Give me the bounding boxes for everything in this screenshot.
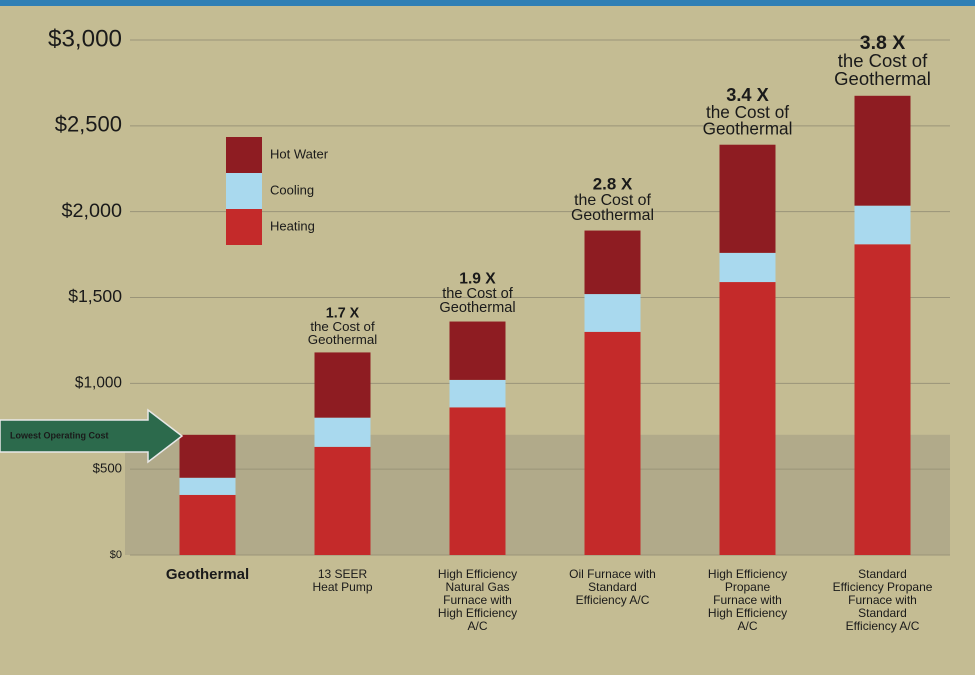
y-tick-label: $500 [93,461,122,476]
bar-segment [315,352,371,417]
y-tick-label: $2,500 [55,112,122,137]
bar-segment [315,418,371,447]
legend-swatch [226,173,262,209]
annotation-multiplier: 2.8 X [593,175,633,194]
bar-segment [855,206,911,245]
y-tick-label: $3,000 [48,25,122,52]
bar-segment [450,322,506,380]
legend-label: Cooling [270,182,314,197]
bar-segment [585,332,641,555]
bar-segment [450,407,506,555]
bar-segment [585,294,641,332]
legend-swatch [226,209,262,245]
bar-segment [720,145,776,253]
y-tick-label: $1,000 [75,374,122,391]
bar-segment [720,253,776,282]
bar-segment [180,435,236,478]
bar-segment [450,380,506,407]
y-tick-label: $0 [110,549,122,561]
bar-segment [315,447,371,555]
x-tick-label: Geothermal [166,566,249,583]
lowest-cost-band [125,435,950,555]
bar-segment [180,495,236,555]
chart: $0 $500 $1,000 $1,500 $2,000 $2,500 $3,000 Geot… [0,0,975,675]
arrow-label: Lowest Operating Cost [10,430,109,440]
y-tick-label: $2,000 [61,200,122,222]
legend-label: Hot Water [270,146,329,161]
legend-swatch [226,137,262,173]
legend-label: Heating [270,218,315,233]
bar-segment [855,244,911,555]
bar-segment [180,478,236,495]
bar-segment [585,231,641,295]
bar-segment [855,96,911,206]
bar-segment [720,282,776,555]
y-tick-label: $1,500 [68,286,122,306]
